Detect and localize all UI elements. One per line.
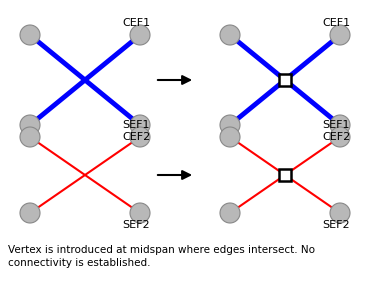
Text: SEF2: SEF2 [322, 220, 350, 230]
Circle shape [220, 127, 240, 147]
Circle shape [330, 127, 350, 147]
Circle shape [20, 203, 40, 223]
Circle shape [20, 115, 40, 135]
Bar [279, 169, 291, 181]
Text: CEF1: CEF1 [322, 18, 350, 28]
Text: connectivity is established.: connectivity is established. [8, 258, 151, 268]
Circle shape [20, 25, 40, 45]
Circle shape [130, 25, 150, 45]
Text: CEF2: CEF2 [122, 132, 150, 142]
Text: SEF1: SEF1 [322, 120, 350, 130]
Text: CEF1: CEF1 [122, 18, 150, 28]
Circle shape [220, 115, 240, 135]
Circle shape [130, 115, 150, 135]
Circle shape [130, 203, 150, 223]
Text: SEF1: SEF1 [122, 120, 149, 130]
Text: Vertex is introduced at midspan where edges intersect. No: Vertex is introduced at midspan where ed… [8, 245, 315, 255]
Circle shape [220, 203, 240, 223]
Text: SEF2: SEF2 [122, 220, 150, 230]
Bar [279, 74, 291, 86]
Circle shape [330, 115, 350, 135]
Circle shape [220, 25, 240, 45]
Text: CEF2: CEF2 [322, 132, 350, 142]
Circle shape [330, 25, 350, 45]
Circle shape [330, 203, 350, 223]
Circle shape [20, 127, 40, 147]
Circle shape [130, 127, 150, 147]
